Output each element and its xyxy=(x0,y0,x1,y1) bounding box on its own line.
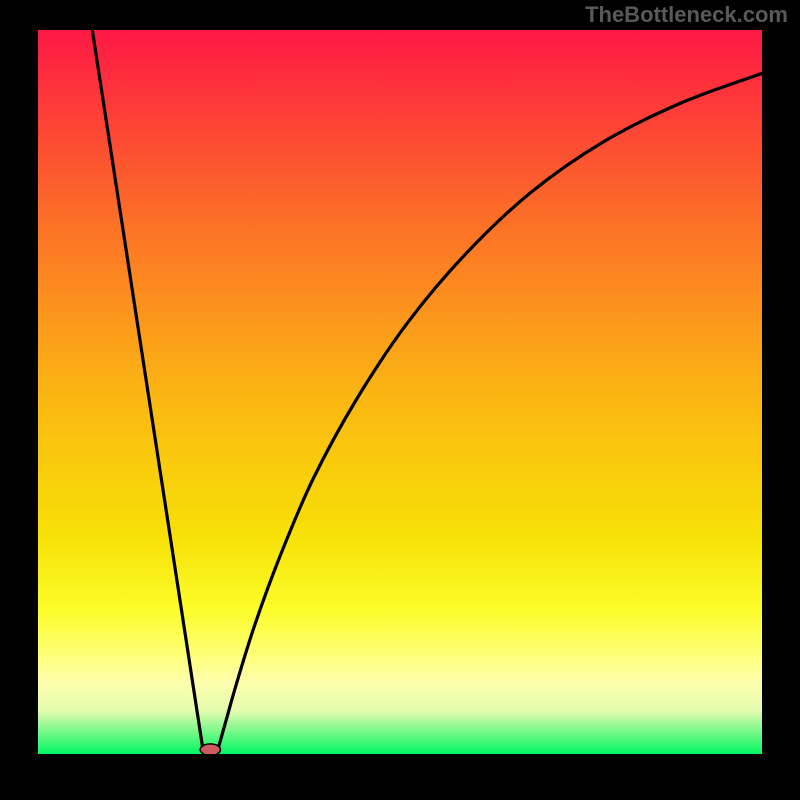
plot-svg xyxy=(38,30,762,754)
plot-area xyxy=(38,30,762,754)
watermark-text: TheBottleneck.com xyxy=(585,2,788,28)
chart-frame: TheBottleneck.com xyxy=(0,0,800,800)
optimum-marker xyxy=(200,744,220,754)
